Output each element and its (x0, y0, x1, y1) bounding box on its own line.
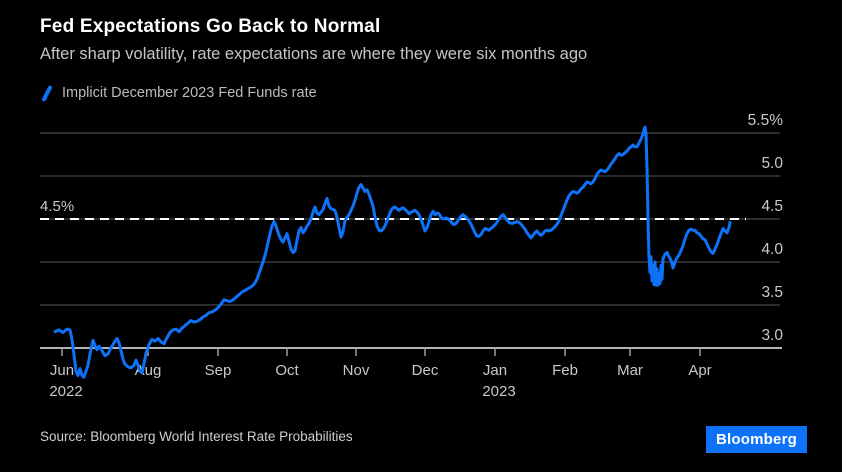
series-line (53, 125, 732, 379)
x-axis-label: Aug (135, 362, 162, 379)
x-axis-label: Jan (483, 362, 507, 379)
x-axis-label: Jun (50, 362, 74, 379)
y-axis-label: 4.5 (761, 198, 783, 215)
reference-line-label: 4.5% (40, 198, 74, 215)
chart-subtitle: After sharp volatility, rate expectation… (40, 45, 588, 63)
x-axis-label: Mar (617, 362, 643, 379)
y-axis-label: 5.5% (748, 112, 784, 129)
x-axis-label: Nov (343, 362, 370, 379)
y-axis-label: 5.0 (761, 155, 783, 172)
legend-label: Implicit December 2023 Fed Funds rate (62, 85, 317, 101)
x-axis-year-label: 2023 (482, 383, 515, 400)
bloomberg-logo[interactable]: Bloomberg (706, 426, 807, 453)
x-axis-label: Sep (205, 362, 232, 379)
y-axis-label: 3.5 (761, 284, 783, 301)
x-axis-label: Feb (552, 362, 578, 379)
x-axis-label: Dec (412, 362, 439, 379)
y-axis-label: 4.0 (761, 241, 783, 258)
x-axis-label: Apr (688, 362, 711, 379)
x-axis-label: Oct (275, 362, 299, 379)
x-axis-year-label: 2022 (49, 383, 82, 400)
chart-legend: Implicit December 2023 Fed Funds rate (40, 84, 317, 102)
page-title: Fed Expectations Go Back to Normal (40, 16, 381, 37)
source-note: Source: Bloomberg World Interest Rate Pr… (40, 429, 353, 444)
y-axis-label: 3.0 (761, 327, 783, 344)
